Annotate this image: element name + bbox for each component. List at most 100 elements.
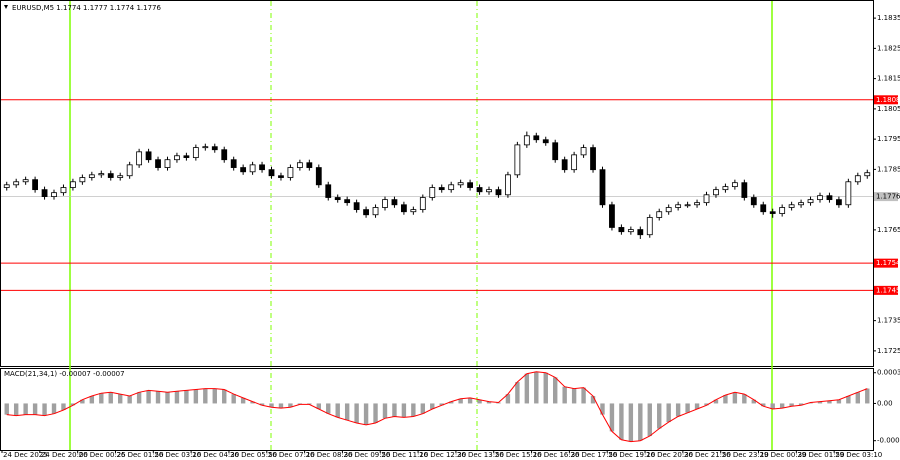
macd-bar <box>732 392 738 404</box>
x-tick-label: 29 Dec 01:50 <box>797 451 844 459</box>
macd-bar <box>42 403 47 416</box>
candle-body <box>665 207 672 213</box>
macd-bar <box>32 403 38 415</box>
candle-body <box>779 207 786 214</box>
macd-bar <box>742 394 747 404</box>
candle-body <box>334 197 341 201</box>
y-tick-label: 1.1795 <box>877 135 900 143</box>
candle-body <box>287 167 294 178</box>
candle-body <box>609 204 615 228</box>
candle-body <box>372 207 379 216</box>
candle-body <box>542 139 549 144</box>
macd-bar <box>326 403 331 414</box>
macd-bar <box>184 390 189 404</box>
candle-body <box>79 177 86 183</box>
macd-bar <box>477 399 482 404</box>
candle-body <box>467 182 473 188</box>
macd-bar <box>524 373 530 404</box>
y-tick-label: 0.00033 <box>877 369 900 377</box>
macd-bar <box>61 403 66 410</box>
macd-bar <box>240 397 246 404</box>
y-tick-label: 1.1825 <box>877 44 900 52</box>
current-price-label: 1.1776 <box>876 193 900 201</box>
candle-body <box>164 159 171 168</box>
macd-bar <box>174 391 180 404</box>
candle-body <box>32 179 38 191</box>
candle-body <box>13 181 20 186</box>
candle-body <box>230 159 237 168</box>
y-tick-label: 1.1735 <box>877 317 900 325</box>
x-tick-label: 26 Dec 15:10 <box>495 451 542 459</box>
macd-bar <box>4 403 9 415</box>
macd-bar <box>675 403 681 417</box>
macd-bar <box>789 403 794 407</box>
y-tick-label: 1.1785 <box>877 165 900 173</box>
x-tick-label: 29 Dec 00:30 <box>760 451 807 459</box>
candle-body <box>694 202 700 206</box>
macd-bar <box>118 394 123 404</box>
x-tick-label: 26 Dec 05:50 <box>230 451 277 459</box>
macd-bar <box>827 400 832 404</box>
candle-body <box>3 184 10 188</box>
candle-body <box>826 195 833 201</box>
macd-bar <box>467 397 473 404</box>
candle-body <box>703 194 710 204</box>
x-tick-label: 26 Dec 20:30 <box>646 451 693 459</box>
macd-bar <box>628 403 634 442</box>
collapse-icon <box>4 5 8 9</box>
x-tick-label: 24 Dec 20:00 <box>41 451 88 459</box>
macd-bar <box>222 389 227 404</box>
macd-bar <box>363 403 369 425</box>
macd-bar <box>354 403 359 423</box>
macd-bar <box>713 399 719 404</box>
candle-body <box>845 181 852 206</box>
x-tick-label: 26 Dec 08:30 <box>306 451 353 459</box>
candle-body <box>107 173 114 178</box>
candle-body <box>183 155 190 158</box>
candle-body <box>419 197 426 211</box>
macd-bar <box>846 396 851 404</box>
macd-bar <box>553 377 558 404</box>
candle-body <box>88 174 95 178</box>
candle-body <box>126 164 133 177</box>
macd-bar <box>685 403 690 413</box>
level-box <box>874 95 898 105</box>
candle-body <box>136 151 143 166</box>
candle-body <box>344 199 351 204</box>
x-tick-label: 26 Dec 19:10 <box>608 451 655 459</box>
macd-bar <box>373 403 378 423</box>
macd-bar <box>259 403 265 406</box>
x-tick-label: 26 Dec 01:50 <box>116 451 163 459</box>
current-price-box <box>874 192 898 202</box>
macd-bar <box>250 401 255 404</box>
macd-bar <box>609 403 615 432</box>
candle-body <box>259 164 265 171</box>
macd-bar <box>779 403 785 409</box>
candle-body <box>788 204 795 208</box>
macd-bar <box>505 394 511 404</box>
macd-bar <box>770 403 775 410</box>
macd-bar <box>590 396 596 404</box>
macd-bar <box>647 403 652 437</box>
macd-bar <box>288 403 293 408</box>
macd-bar <box>581 387 586 404</box>
macd-bar <box>108 392 113 404</box>
candle-body <box>429 187 436 198</box>
macd-bar <box>657 403 662 429</box>
x-tick-label: 26 Dec 21:50 <box>684 451 731 459</box>
candle-body <box>249 164 256 173</box>
x-tick-label: 26 Dec 11:10 <box>381 451 428 459</box>
y-tick-label: 1.1815 <box>877 75 900 83</box>
level-label: 1.1808 <box>876 96 900 104</box>
candle-body <box>731 182 738 188</box>
candle-body <box>580 147 587 156</box>
macd-bar <box>439 403 444 406</box>
candle-body <box>514 144 521 176</box>
macd-bar <box>99 393 104 404</box>
candle-body <box>391 199 398 206</box>
x-tick-label: 26 Dec 00:25 <box>79 451 126 459</box>
candle-body <box>646 217 653 236</box>
candle-body <box>155 159 161 168</box>
candle-body <box>51 192 57 197</box>
macd-bar <box>203 388 208 404</box>
